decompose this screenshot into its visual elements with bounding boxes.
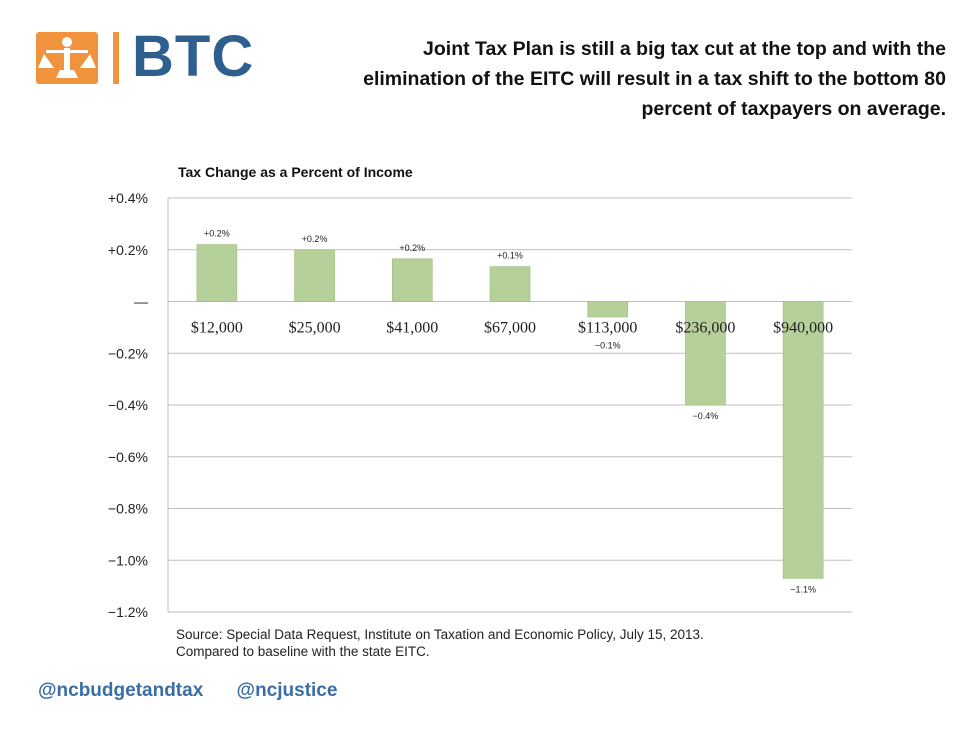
twitter-handle-ncjustice[interactable]: @ncjustice <box>236 680 338 701</box>
x-category-label: $940,000 <box>773 320 833 337</box>
source-note: Source: Special Data Request, Institute … <box>176 626 876 660</box>
y-tick-label: — <box>134 294 148 310</box>
twitter-handle-ncbudgetandtax[interactable]: @ncbudgetandtax <box>38 680 204 701</box>
data-label: −1.1% <box>790 584 816 594</box>
bar <box>196 244 238 302</box>
data-label: +0.2% <box>399 243 425 253</box>
source-line: Compared to baseline with the state EITC… <box>176 644 430 659</box>
bar <box>587 301 629 318</box>
x-category-label: $12,000 <box>191 320 243 337</box>
y-tick-label: +0.4% <box>108 190 148 206</box>
x-category-label: $113,000 <box>578 320 637 337</box>
y-tick-label: −0.6% <box>108 449 148 465</box>
scales-of-justice-icon <box>36 32 98 84</box>
headline-line: Joint Tax Plan is still a big tax cut at… <box>423 38 946 60</box>
bar-chart: Tax Change as a Percent of Income +0.4% +… <box>108 164 852 620</box>
chart-title: Tax Change as a Percent of Income <box>178 164 413 180</box>
data-label: +0.2% <box>204 229 230 239</box>
y-tick-label: −0.4% <box>108 397 148 413</box>
logo-text: BTC <box>132 24 255 89</box>
bar <box>391 258 433 302</box>
data-label: +0.2% <box>302 234 328 244</box>
y-tick-label: +0.2% <box>108 242 148 258</box>
y-tick-label: −0.8% <box>108 501 148 517</box>
logo-divider <box>113 32 119 84</box>
x-category-label: $41,000 <box>386 320 438 337</box>
bar <box>489 266 531 302</box>
x-category-label: $67,000 <box>484 320 536 337</box>
y-tick-label: −0.2% <box>108 345 148 361</box>
x-category-label: $25,000 <box>289 320 341 337</box>
data-label: −0.4% <box>693 411 719 421</box>
social-handles: @ncbudgetandtax @ncjustice <box>38 680 365 702</box>
headline-line: percent of taxpayers on average. <box>641 98 946 120</box>
y-tick-label: −1.2% <box>108 604 148 620</box>
y-tick-label: −1.0% <box>108 552 148 568</box>
source-line: Source: Special Data Request, Institute … <box>176 627 704 642</box>
data-label: +0.1% <box>497 251 523 261</box>
headline-line: elimination of the EITC will result in a… <box>363 68 946 90</box>
x-category-label: $236,000 <box>675 320 735 337</box>
data-label: −0.1% <box>595 341 621 351</box>
bar <box>782 301 824 579</box>
bar <box>294 249 335 302</box>
bar <box>685 301 726 406</box>
headline: Joint Tax Plan is still a big tax cut at… <box>300 34 946 124</box>
btc-logo: BTC <box>36 26 253 90</box>
